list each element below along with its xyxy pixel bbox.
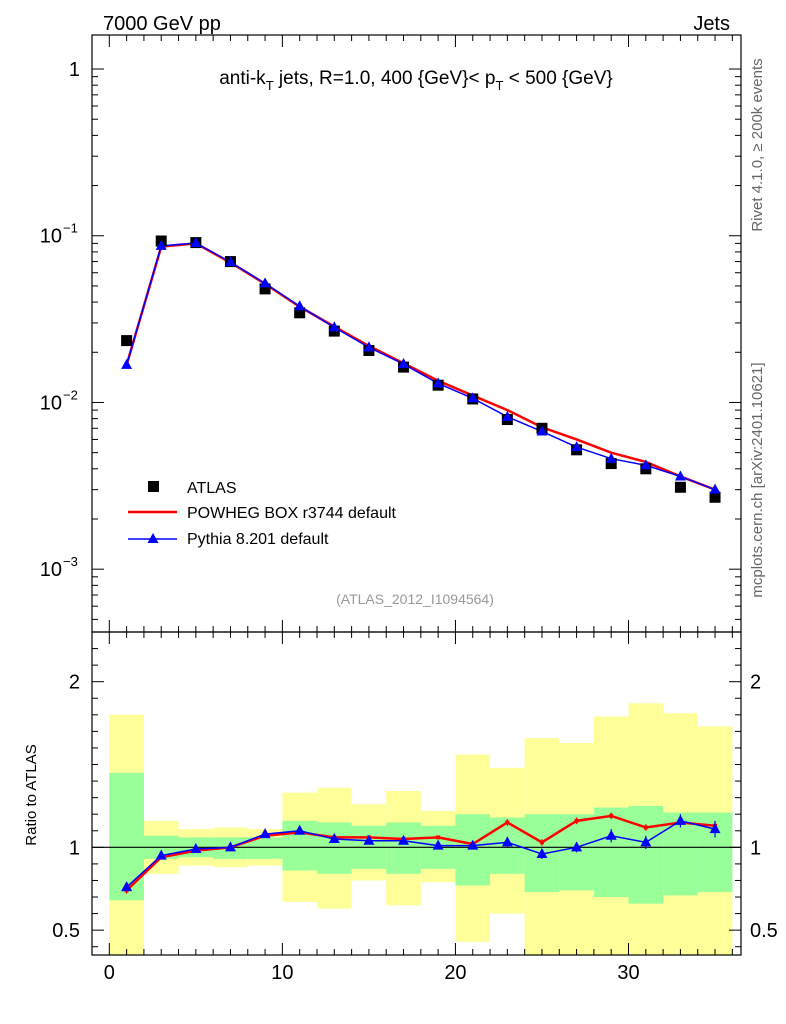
inner-band-bin (316, 822, 352, 874)
legend-pythia-marker (147, 533, 159, 543)
pythia-point (605, 452, 617, 463)
ratio-point-powheg (505, 820, 510, 825)
ratio-point-pythia (224, 841, 236, 852)
ratio-y-tick-label-left: 0.5 (52, 920, 80, 942)
ratio-point-pythia (674, 814, 686, 825)
ratio-point-pythia (571, 841, 583, 852)
pythia-point (259, 277, 271, 288)
header-left: 7000 GeV pp (103, 13, 221, 35)
ratio-point-pythia (536, 847, 548, 858)
x-tick-label: 10 (271, 962, 293, 984)
ratio-y-tick-label-right: 1 (750, 837, 761, 859)
inner-band-bin (247, 837, 283, 859)
main-y-tick-label: 10 (40, 392, 62, 414)
main-series (121, 235, 721, 503)
pythia-point (501, 410, 513, 421)
pythia-point (121, 358, 133, 369)
pythia-point (709, 483, 721, 494)
pythia-point (640, 459, 652, 470)
ratio-point-pythia (501, 836, 513, 847)
pythia-point (294, 300, 306, 311)
pythia-point (536, 425, 548, 436)
ratio-point-pythia (467, 839, 479, 850)
ratio-point-powheg (609, 813, 614, 818)
pythia-point (432, 377, 444, 388)
analysis-id: (ATLAS_2012_I1094564) (336, 591, 494, 607)
legend-atlas-marker (148, 481, 159, 492)
uncertainty-bands (92, 703, 741, 955)
pythia-point (155, 239, 167, 250)
ratio-point-pythia (328, 833, 340, 844)
x-tick-label: 20 (444, 962, 466, 984)
ratio-point-pythia (121, 881, 133, 892)
main-y-tick-label: 10 (40, 226, 62, 248)
ratio-point-powheg (539, 840, 544, 845)
main-line-powheg (125, 242, 716, 491)
ratio-point-pythia (432, 839, 444, 850)
pythia-point (224, 256, 236, 267)
header-right: Jets (693, 13, 730, 35)
legend: ATLAS POWHEG BOX r3744 default Pythia 8.… (128, 480, 397, 548)
ratio-y-tick-label-right: 2 (750, 672, 761, 694)
atlas-point (674, 481, 686, 493)
rivet-label: Rivet 4.1.0, ≥ 200k events (749, 58, 766, 231)
ratio-line-pythia (126, 820, 716, 888)
atlas-point (121, 335, 133, 347)
ratio-point-powheg (436, 835, 441, 840)
ratio-point-pythia (640, 836, 652, 847)
legend-atlas-label: ATLAS (187, 480, 237, 497)
inner-band-bin (593, 807, 629, 898)
ratio-point-pythia (398, 834, 410, 845)
ratio-point-powheg (574, 818, 579, 823)
pythia-point (363, 341, 375, 352)
inner-band-bin (386, 822, 421, 874)
ratio-point-pythia (259, 828, 271, 839)
ratio-y-tick-label-left: 2 (69, 672, 80, 694)
ratio-point-pythia (709, 823, 721, 834)
ratio-point-pythia (363, 834, 375, 845)
x-tick-label: 0 (104, 962, 115, 984)
ratio-series (121, 812, 721, 894)
main-y-tick-exponent: −1 (63, 221, 78, 236)
pythia-point (328, 321, 340, 332)
mcplots-label: mcplots.cern.ch [arXiv:2401.10621] (749, 362, 766, 597)
pythia-point (571, 441, 583, 452)
inner-band-bin (628, 805, 664, 904)
atlas-point (709, 491, 721, 503)
pythia-point (398, 358, 410, 369)
main-y-tick-label: 10 (40, 559, 62, 581)
x-tick-label: 30 (617, 962, 639, 984)
ratio-point-pythia (605, 829, 617, 840)
main-y-tick-exponent: −2 (63, 387, 78, 402)
ratio-point-pythia (190, 842, 202, 853)
pythia-point (190, 236, 202, 247)
plot-title: anti-kT jets, R=1.0, 400 {GeV}< pT < 500… (219, 68, 613, 93)
main-y-tick-label: 1 (69, 59, 80, 81)
legend-powheg-label: POWHEG BOX r3744 default (187, 505, 397, 522)
ratio-y-tick-label-left: 1 (69, 837, 80, 859)
inner-band-bin (455, 814, 491, 886)
atlas-point (294, 307, 306, 319)
main-line-pythia (125, 242, 716, 491)
legend-pythia-label: Pythia 8.201 default (187, 531, 329, 548)
atlas-point (259, 283, 271, 295)
ratio-ylabel: Ratio to ATLAS (23, 744, 40, 845)
pythia-point (467, 392, 479, 403)
ratio-point-pythia (155, 849, 167, 860)
ratio-point-powheg (643, 825, 648, 830)
ratio-point-pythia (294, 824, 306, 835)
atlas-point (605, 458, 617, 470)
inner-band-bin (559, 814, 594, 891)
ratio-y-tick-label-right: 0.5 (750, 920, 778, 942)
pythia-point (674, 470, 686, 481)
ratio-frame (91, 631, 742, 956)
main-y-tick-exponent: −3 (63, 554, 78, 569)
